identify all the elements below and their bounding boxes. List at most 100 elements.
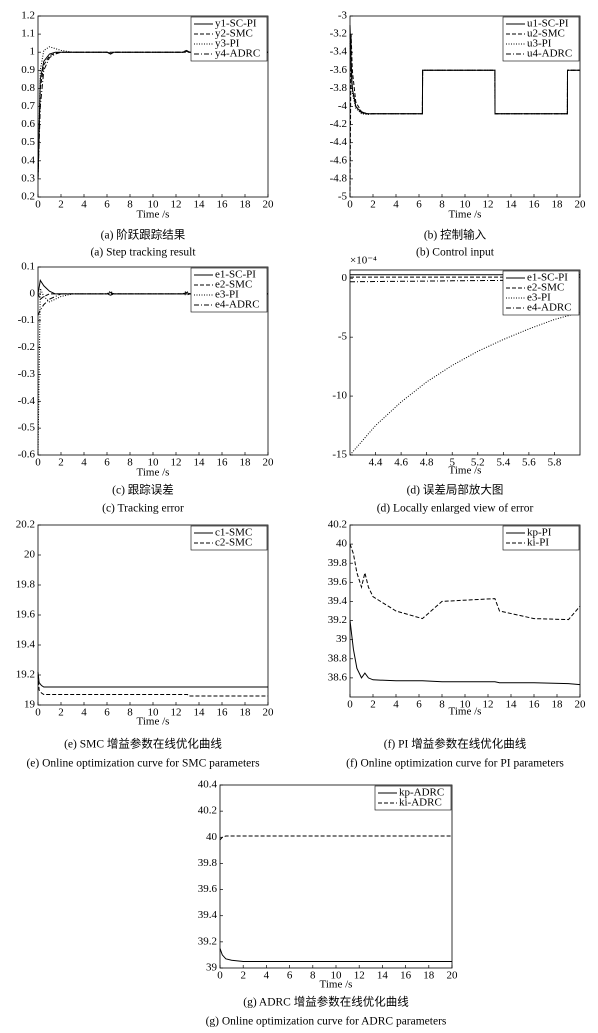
y-tick-label: 0.4 bbox=[21, 154, 35, 166]
y-tick-label: -4.8 bbox=[330, 172, 348, 184]
x-tick-label: 0 bbox=[347, 699, 353, 711]
legend-label: y2-SMC bbox=[215, 28, 253, 40]
series-line bbox=[349, 543, 581, 621]
x-tick-label: 5.4 bbox=[496, 457, 510, 469]
x-tick-label: 10 bbox=[460, 699, 472, 711]
series-line bbox=[219, 835, 452, 841]
x-tick-label: 4.8 bbox=[420, 457, 434, 469]
x-tick-label: 18 bbox=[552, 699, 564, 711]
legend-label: c1-SMC bbox=[215, 527, 252, 539]
legend-label: ki-PI bbox=[527, 537, 549, 549]
x-tick-label: 20 bbox=[447, 970, 459, 982]
x-tick-label: 14 bbox=[194, 457, 206, 469]
series-line bbox=[37, 671, 268, 688]
y-tick-label: 19.6 bbox=[16, 609, 36, 621]
x-tick-label: 12 bbox=[483, 699, 494, 711]
x-tick-label: 6 bbox=[104, 457, 110, 469]
legend-label: u1-SC-PI bbox=[527, 18, 569, 30]
subplot: 0 2 4 6 8 10 12 14 16 18 20 19 19.2 19.4 19.6 19.8 20 20.… bbox=[16, 519, 274, 770]
x-tick-label: 0 bbox=[35, 199, 41, 211]
y-tick-label: -3 bbox=[338, 10, 348, 22]
x-tick-label: 8 bbox=[439, 199, 445, 211]
x-tick-label: 4 bbox=[81, 707, 87, 719]
y-tick-label: 40.2 bbox=[198, 805, 217, 817]
x-axis-label: Time /s bbox=[449, 465, 482, 477]
x-tick-label: 5.2 bbox=[471, 457, 485, 469]
x-tick-label: 10 bbox=[148, 457, 160, 469]
y-tick-label: 0.9 bbox=[21, 64, 35, 76]
y-tick-label: -0.6 bbox=[18, 449, 36, 461]
y-tick-label: 39 bbox=[206, 962, 218, 974]
x-tick-label: 16 bbox=[529, 699, 541, 711]
y-tick-label: 0.2 bbox=[21, 191, 35, 203]
legend-box bbox=[374, 785, 452, 811]
x-tick-label: 6 bbox=[104, 199, 110, 211]
y-tick-label: 39 bbox=[336, 633, 348, 645]
series-line bbox=[37, 46, 268, 179]
x-tick-label: 16 bbox=[217, 707, 229, 719]
x-tick-label: 16 bbox=[217, 457, 229, 469]
x-tick-label: 18 bbox=[423, 970, 435, 982]
x-tick-label: 18 bbox=[552, 199, 564, 211]
y-tick-label: -3.4 bbox=[330, 46, 348, 58]
y-tick-label: 39.6 bbox=[198, 883, 218, 895]
caption-en: (d) Locally enlarged view of error bbox=[377, 503, 534, 515]
x-tick-label: 2 bbox=[58, 707, 64, 719]
y-tick-label: 39.8 bbox=[328, 557, 348, 569]
y-tick-label: -4.4 bbox=[330, 136, 348, 148]
legend-label: ki-ADRC bbox=[399, 797, 442, 809]
plot-frame bbox=[349, 269, 581, 456]
x-tick-label: 14 bbox=[506, 699, 518, 711]
caption-cn: (g) ADRC 增益参数在线优化曲线 bbox=[243, 995, 409, 1009]
legend-label: u2-SMC bbox=[527, 28, 565, 40]
y-tick-label: 39.4 bbox=[328, 595, 348, 607]
x-axis-label: Time /s bbox=[320, 979, 353, 991]
x-tick-label: 12 bbox=[171, 199, 182, 211]
x-tick-label: 4 bbox=[393, 199, 399, 211]
subplot: 0 2 4 6 8 10 12 14 16 18 20 39 39.2 39.4 39.6 39.8 40 40.… bbox=[198, 779, 458, 1028]
x-tick-label: 12 bbox=[354, 970, 365, 982]
y-tick-label: -0.4 bbox=[18, 395, 36, 407]
series-line bbox=[37, 279, 268, 295]
y-tick-label: -4.2 bbox=[330, 118, 347, 130]
series-line bbox=[219, 948, 452, 962]
x-tick-label: 4.6 bbox=[394, 457, 408, 469]
x-tick-label: 14 bbox=[506, 199, 518, 211]
x-tick-label: 6 bbox=[416, 699, 422, 711]
x-tick-label: 0 bbox=[347, 199, 353, 211]
y-tick-label: -10 bbox=[332, 390, 347, 402]
series-line bbox=[37, 51, 268, 179]
x-tick-label: 6 bbox=[416, 199, 422, 211]
y-tick-label: 0.7 bbox=[21, 100, 35, 112]
x-tick-label: 14 bbox=[194, 707, 206, 719]
series-line bbox=[37, 50, 268, 179]
x-tick-label: 10 bbox=[148, 707, 160, 719]
y-tick-label: 1 bbox=[30, 46, 36, 58]
y-tick-label: 39.4 bbox=[198, 909, 218, 921]
y-tick-label: 0.5 bbox=[21, 136, 35, 148]
y-tick-label: 0.6 bbox=[21, 118, 35, 130]
x-axis-label: Time /s bbox=[449, 706, 482, 718]
series-line bbox=[349, 311, 581, 456]
x-tick-label: 0 bbox=[217, 970, 223, 982]
subplot: 0 2 4 6 8 10 12 14 16 18 20 0.2 0.3 0.4 0.5 0.6 0.7 0.8 0.… bbox=[21, 10, 274, 259]
x-tick-label: 10 bbox=[460, 199, 472, 211]
x-axis-label: Time /s bbox=[137, 209, 170, 221]
y-tick-label: 38.6 bbox=[328, 671, 348, 683]
y-tick-label: -3.8 bbox=[330, 82, 348, 94]
legend-label: e1-SC-PI bbox=[215, 269, 256, 281]
x-tick-label: 14 bbox=[194, 199, 206, 211]
y-tick-label: 1.1 bbox=[21, 28, 35, 40]
x-tick-label: 8 bbox=[127, 707, 133, 719]
y-tick-label: 19.4 bbox=[16, 639, 36, 651]
x-tick-label: 10 bbox=[331, 970, 343, 982]
legend-label: y3-PI bbox=[215, 38, 240, 50]
x-tick-label: 2 bbox=[58, 199, 64, 211]
y-tick-label: 40.4 bbox=[198, 779, 218, 791]
y-scale-label: ×10⁻⁴ bbox=[350, 255, 377, 267]
caption-en: (e) Online optimization curve for SMC pa… bbox=[26, 758, 260, 770]
legend-box bbox=[190, 525, 268, 551]
y-tick-label: 19.2 bbox=[16, 669, 35, 681]
legend-label: kp-ADRC bbox=[399, 787, 444, 799]
series-line bbox=[37, 293, 268, 300]
